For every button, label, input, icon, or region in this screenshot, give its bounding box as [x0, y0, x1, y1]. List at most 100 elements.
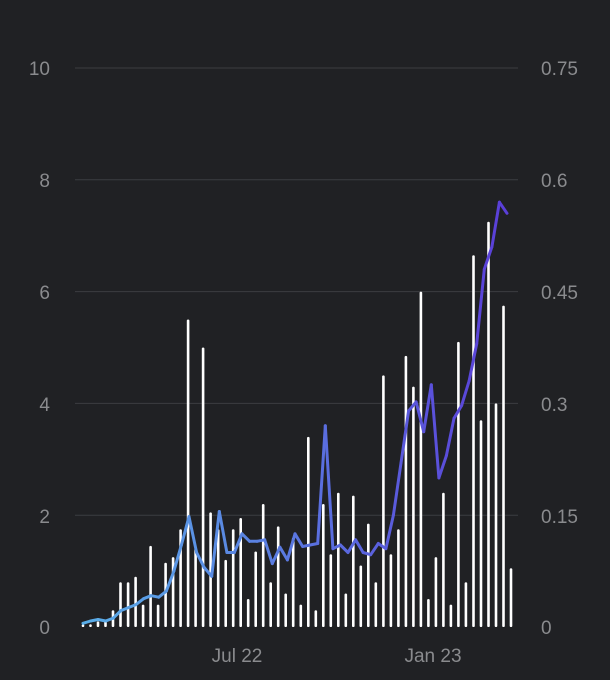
line-segment-25 [270, 545, 282, 566]
line-segment-53 [482, 245, 494, 271]
bar-40 [382, 375, 385, 627]
line-segment-52 [475, 267, 486, 346]
y-left-tick-2: 2 [39, 507, 50, 528]
bar-55 [494, 403, 498, 627]
y-right-tick-0.75: 0.75 [541, 59, 578, 80]
bar-34 [337, 492, 340, 627]
line-segment-40 [384, 513, 395, 551]
line-segment-46 [429, 383, 441, 480]
y-left-tick-10: 10 [29, 59, 50, 80]
line-segment-36 [354, 538, 365, 554]
line-segment-42 [399, 409, 411, 465]
y-left-tick-8: 8 [39, 171, 50, 192]
bar-5 [119, 582, 122, 627]
y-left-tick-4: 4 [39, 395, 50, 416]
bar-9 [149, 545, 152, 627]
bar-23 [254, 551, 257, 627]
bar-1 [89, 624, 92, 627]
bar-36 [352, 495, 355, 627]
line-series [81, 200, 509, 625]
line-segment-21 [240, 532, 252, 543]
line-segment-11 [164, 569, 176, 593]
bar-7 [134, 576, 137, 627]
x-tick-jul-22: Jul 22 [212, 646, 263, 667]
line-segment-20 [232, 532, 244, 554]
line-segment-12 [172, 543, 183, 573]
line-segment-50 [460, 379, 471, 408]
bar-48 [442, 492, 445, 627]
line-segment-55 [497, 200, 509, 215]
bar-8 [141, 604, 145, 627]
bar-2 [96, 621, 100, 627]
line-segment-51 [467, 342, 479, 383]
line-segment-17 [210, 510, 221, 578]
bar-20 [231, 529, 235, 627]
line-segment-45 [422, 383, 433, 434]
bar-44 [412, 386, 415, 627]
y-right-tick-0: 0 [541, 618, 552, 639]
line-segment-44 [414, 400, 426, 434]
line-segment-31 [316, 424, 327, 545]
line-segment-49 [452, 404, 464, 420]
bar-28 [291, 537, 295, 627]
line-segment-7 [134, 597, 146, 607]
line-segment-13 [179, 515, 191, 547]
line-segment-24 [263, 538, 274, 566]
bar-25 [269, 582, 272, 627]
bar-53 [479, 420, 483, 627]
bar-57 [509, 568, 513, 627]
bar-27 [284, 593, 287, 627]
line-segment-41 [391, 461, 403, 517]
bar-49 [449, 604, 453, 627]
y-left-tick-0: 0 [39, 618, 50, 639]
line-segment-27 [285, 532, 297, 562]
bar-22 [246, 599, 250, 627]
bar-16 [201, 347, 205, 627]
bar-26 [276, 526, 280, 627]
line-segment-47 [437, 454, 448, 480]
y-right-tick-0.45: 0.45 [541, 283, 578, 304]
bar-47 [434, 557, 438, 627]
y-left-tick-6: 6 [39, 283, 50, 304]
bar-11 [164, 562, 167, 627]
line-segment-35 [346, 538, 358, 554]
bar-52 [472, 255, 475, 628]
bar-21 [239, 518, 242, 627]
y-right-tick-0.15: 0.15 [541, 507, 578, 528]
bar-33 [329, 554, 333, 627]
line-segment-4 [111, 609, 123, 620]
bar-50 [457, 341, 460, 627]
line-segment-14 [187, 515, 199, 554]
y-right-tick-0.3: 0.3 [541, 395, 567, 416]
bar-29 [299, 604, 303, 627]
bar-31 [314, 610, 318, 627]
bar-39 [374, 582, 378, 627]
line-segment-18 [217, 510, 229, 554]
line-segment-15 [195, 551, 206, 569]
y-right-tick-0.6: 0.6 [541, 171, 567, 192]
bar-17 [209, 512, 212, 627]
bar-15 [194, 548, 197, 627]
bar-46 [427, 599, 430, 627]
line-segment-32 [323, 424, 335, 551]
bar-37 [359, 565, 363, 627]
line-segment-54 [490, 200, 501, 249]
bar-10 [156, 604, 160, 627]
bar-38 [367, 523, 370, 627]
bar-42 [397, 529, 400, 627]
bar-32 [322, 504, 325, 627]
line-segment-28 [293, 532, 305, 548]
x-tick-jan-23: Jan 23 [404, 646, 461, 667]
bar-18 [216, 529, 220, 627]
tick-labels: 0 2 4 6 8 10 0 0.15 0.3 0.45 0.6 0.75 Ju… [29, 59, 578, 667]
line-segment-34 [338, 543, 350, 554]
line-segment-48 [444, 416, 456, 458]
line-segment-43 [407, 400, 418, 413]
bar-19 [224, 559, 227, 627]
line-segment-26 [278, 545, 289, 562]
bar-3 [104, 621, 107, 627]
bar-0 [81, 624, 85, 627]
bar-41 [389, 554, 393, 627]
